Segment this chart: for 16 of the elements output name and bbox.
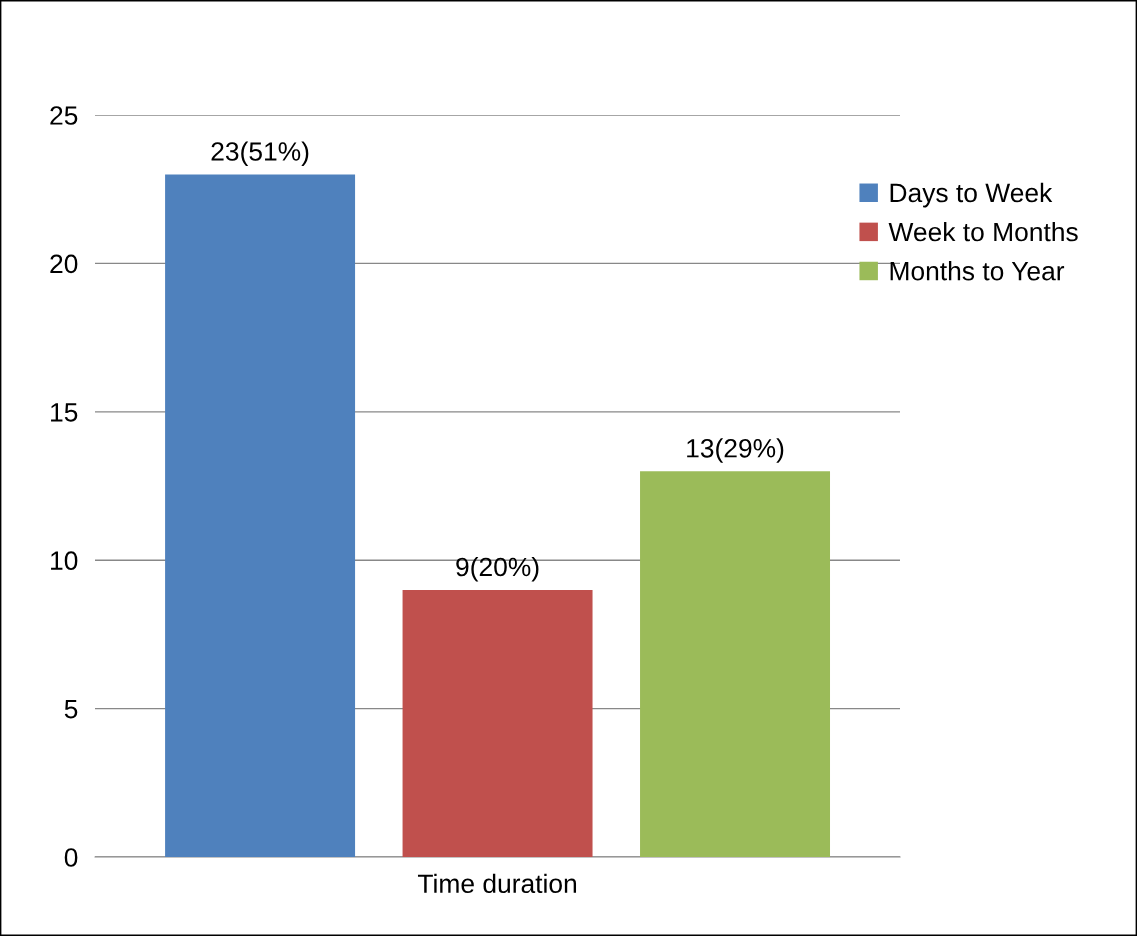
bar bbox=[402, 589, 593, 857]
legend-label: Days to Week bbox=[890, 182, 1053, 208]
bar bbox=[165, 174, 356, 857]
data-label: 9(20%) bbox=[456, 556, 539, 582]
legend-label: Months to Year bbox=[890, 261, 1065, 281]
bar bbox=[640, 471, 831, 857]
y-tick-label: 5 bbox=[64, 700, 78, 719]
y-tick-label: 10 bbox=[51, 551, 78, 571]
y-tick-label: 25 bbox=[50, 106, 78, 125]
data-label: 13(29%) bbox=[687, 438, 784, 463]
legend-label: Week to Months bbox=[888, 221, 1078, 242]
x-tick-label: Time duration bbox=[417, 873, 577, 894]
data-label: 23(51%) bbox=[211, 141, 309, 167]
y-tick-label: 0 bbox=[64, 848, 78, 867]
y-tick-label: 20 bbox=[50, 254, 78, 274]
y-tick-label: 15 bbox=[51, 403, 78, 422]
